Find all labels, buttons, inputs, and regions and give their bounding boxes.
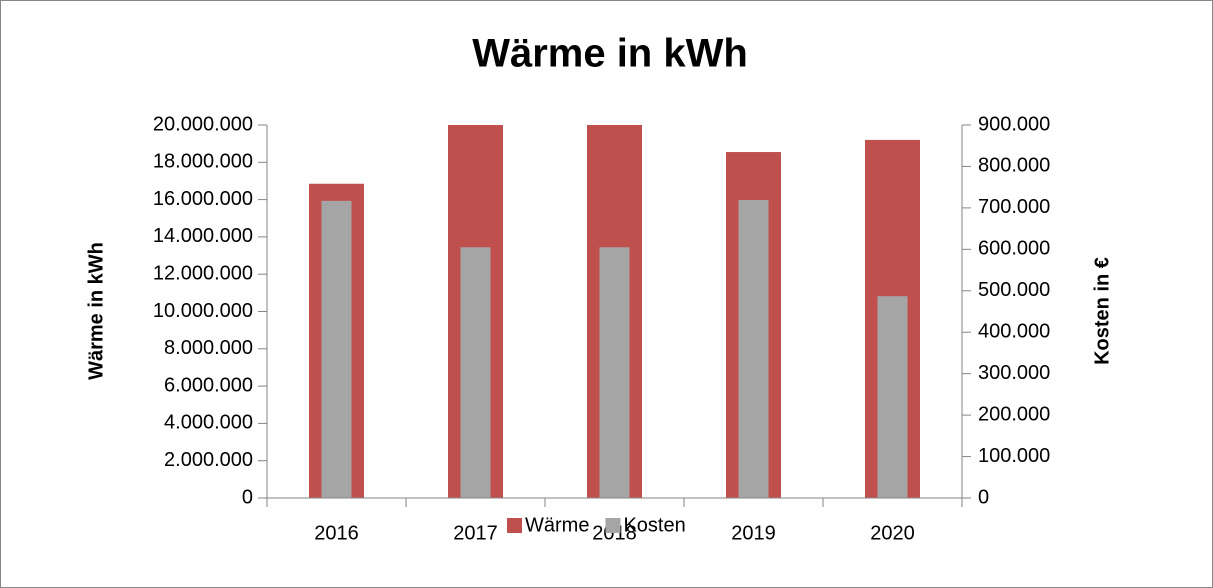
y-tick-label: 8.000.000 <box>164 337 253 359</box>
bar <box>738 200 769 498</box>
y2-tick-label: 800.000 <box>978 155 1050 177</box>
x-tick-label: 2016 <box>314 522 359 544</box>
bar <box>460 247 491 498</box>
y2-tick-label: 500.000 <box>978 279 1050 301</box>
legend-label: Wärme <box>525 514 589 536</box>
y-tick-label: 12.000.000 <box>153 262 253 284</box>
y2-tick-label: 100.000 <box>978 445 1050 467</box>
y-tick-label: 10.000.000 <box>153 300 253 322</box>
y-tick-label: 6.000.000 <box>164 374 253 396</box>
y2-axis-title: Kosten in € <box>1091 257 1113 365</box>
legend-swatch <box>605 518 621 533</box>
y-tick-label: 2.000.000 <box>164 449 253 471</box>
y2-tick-label: 600.000 <box>978 238 1050 260</box>
y-tick-label: 0 <box>242 486 253 508</box>
plot-area <box>309 125 920 498</box>
bar <box>877 296 908 498</box>
y-tick-label: 20.000.000 <box>153 113 253 135</box>
y2-tick-label: 0 <box>978 486 989 508</box>
bar <box>321 200 352 498</box>
y2-tick-label: 300.000 <box>978 362 1050 384</box>
x-tick-label: 2018 <box>592 522 637 544</box>
x-tick-label: 2019 <box>731 522 776 544</box>
legend-swatch <box>507 518 522 533</box>
y-tick-label: 14.000.000 <box>153 225 253 247</box>
y-tick-label: 18.000.000 <box>153 151 253 173</box>
y2-tick-label: 200.000 <box>978 403 1050 425</box>
chart-title: Wärme in kWh <box>472 32 748 76</box>
x-tick-label: 2017 <box>453 522 498 544</box>
legend-label: Kosten <box>623 514 685 536</box>
bar <box>599 247 630 498</box>
y2-tick-label: 400.000 <box>978 321 1050 343</box>
y2-tick-label: 900.000 <box>978 113 1050 135</box>
x-tick-label: 2020 <box>870 522 915 544</box>
y2-tick-label: 700.000 <box>978 196 1050 218</box>
y-tick-label: 16.000.000 <box>153 188 253 210</box>
y-axis-title: Wärme in kWh <box>85 242 107 380</box>
y-tick-label: 4.000.000 <box>164 412 253 434</box>
